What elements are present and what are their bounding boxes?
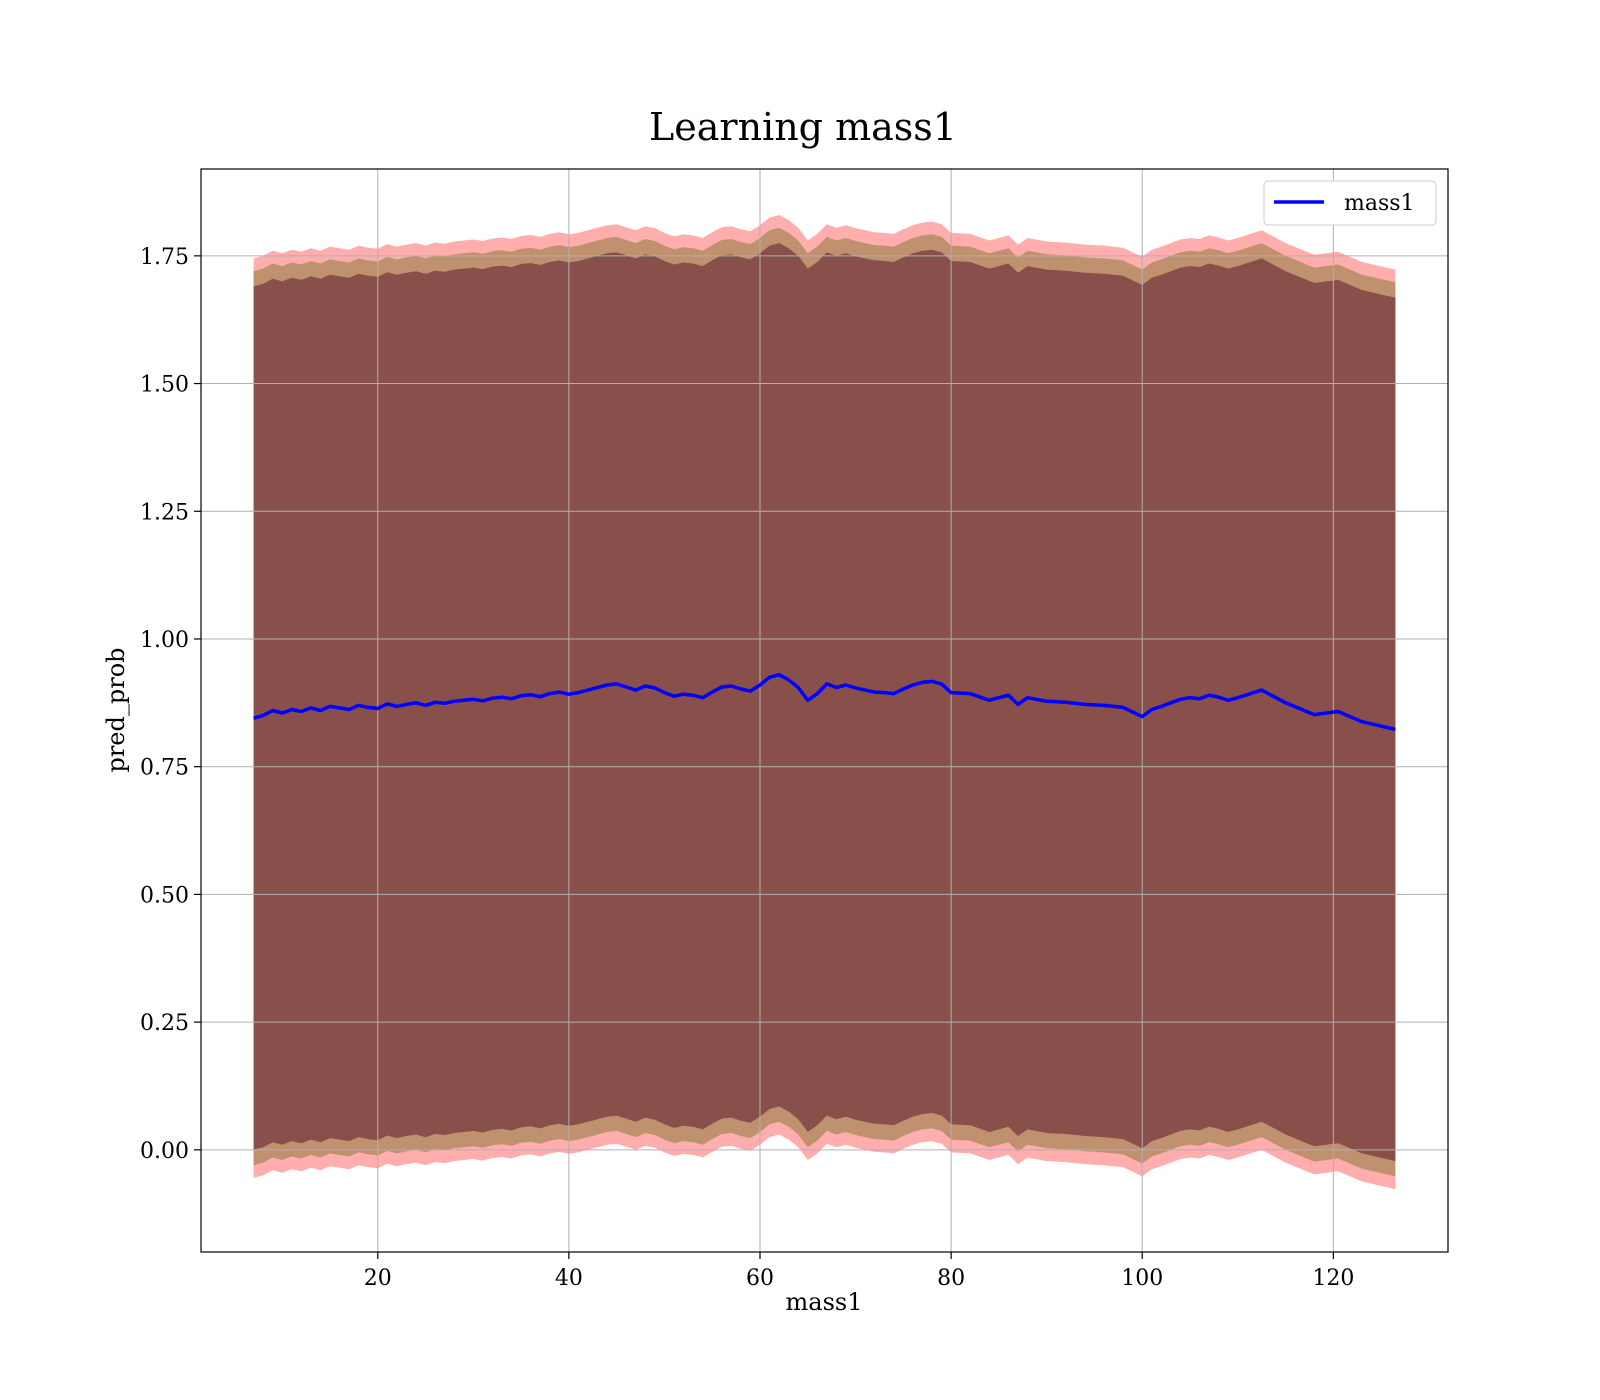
y-tick-label: 1.50 bbox=[140, 373, 189, 398]
x-tick-label: 20 bbox=[364, 1266, 392, 1291]
x-tick-label: 120 bbox=[1312, 1266, 1354, 1291]
series-lines bbox=[253, 672, 1396, 732]
x-tick-label: 40 bbox=[555, 1266, 583, 1291]
plot-frame bbox=[200, 168, 1449, 1253]
chart-title: Learning mass1 bbox=[649, 105, 957, 149]
y-tick-label: 0.75 bbox=[140, 756, 189, 781]
x-tick-label: 100 bbox=[1121, 1266, 1163, 1291]
band-inner bbox=[253, 243, 1396, 1162]
y-axis-title: pred_prob bbox=[102, 647, 130, 772]
confidence-bands bbox=[253, 215, 1396, 1190]
x-axis-ticks: 20 40 60 80 100 120 bbox=[364, 1252, 1354, 1291]
legend-label-mass1: mass1 bbox=[1344, 191, 1415, 216]
x-axis-title: mass1 bbox=[786, 1288, 863, 1316]
legend-box bbox=[1263, 180, 1437, 226]
y-tick-label: 0.25 bbox=[140, 1011, 189, 1036]
y-tick-label: 0.50 bbox=[140, 883, 189, 908]
grid-lines bbox=[201, 169, 1448, 1252]
x-tick-label: 60 bbox=[746, 1266, 774, 1291]
series-line-mass1 bbox=[253, 672, 1396, 732]
y-tick-label: 1.25 bbox=[140, 500, 189, 525]
legend: mass1 bbox=[1263, 180, 1437, 226]
y-tick-label: 0.00 bbox=[140, 1139, 189, 1164]
y-tick-label: 1.75 bbox=[140, 245, 189, 270]
y-tick-label: 1.00 bbox=[140, 628, 189, 653]
x-tick-label: 80 bbox=[937, 1266, 965, 1291]
y-axis-ticks: 0.00 0.25 0.50 0.75 1.00 1.25 1.50 1.75 bbox=[140, 245, 201, 1164]
